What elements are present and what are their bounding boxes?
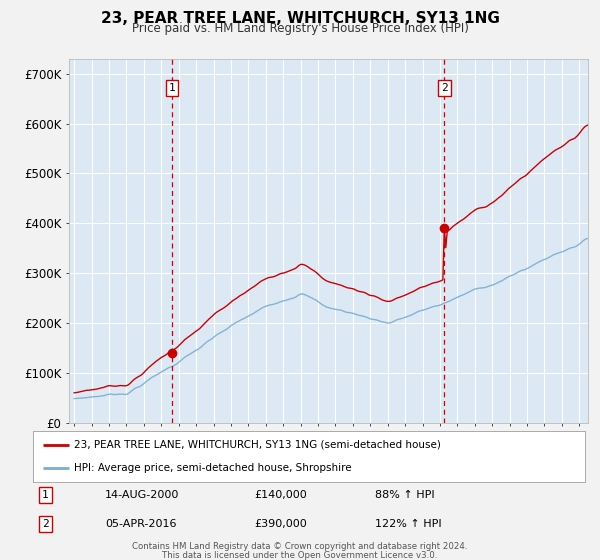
Text: Contains HM Land Registry data © Crown copyright and database right 2024.: Contains HM Land Registry data © Crown c… — [132, 542, 468, 550]
Text: This data is licensed under the Open Government Licence v3.0.: This data is licensed under the Open Gov… — [163, 551, 437, 560]
Text: 23, PEAR TREE LANE, WHITCHURCH, SY13 1NG: 23, PEAR TREE LANE, WHITCHURCH, SY13 1NG — [101, 11, 499, 26]
Text: 122% ↑ HPI: 122% ↑ HPI — [375, 519, 442, 529]
Text: 1: 1 — [42, 490, 49, 500]
Text: 1: 1 — [169, 83, 175, 93]
Text: 14-AUG-2000: 14-AUG-2000 — [105, 490, 179, 500]
Text: HPI: Average price, semi-detached house, Shropshire: HPI: Average price, semi-detached house,… — [74, 463, 352, 473]
Text: 88% ↑ HPI: 88% ↑ HPI — [375, 490, 435, 500]
Text: Price paid vs. HM Land Registry's House Price Index (HPI): Price paid vs. HM Land Registry's House … — [131, 22, 469, 35]
Text: 2: 2 — [441, 83, 448, 93]
Text: £390,000: £390,000 — [254, 519, 307, 529]
Text: 05-APR-2016: 05-APR-2016 — [105, 519, 176, 529]
Text: 2: 2 — [42, 519, 49, 529]
Text: £140,000: £140,000 — [254, 490, 307, 500]
Text: 23, PEAR TREE LANE, WHITCHURCH, SY13 1NG (semi-detached house): 23, PEAR TREE LANE, WHITCHURCH, SY13 1NG… — [74, 440, 441, 450]
